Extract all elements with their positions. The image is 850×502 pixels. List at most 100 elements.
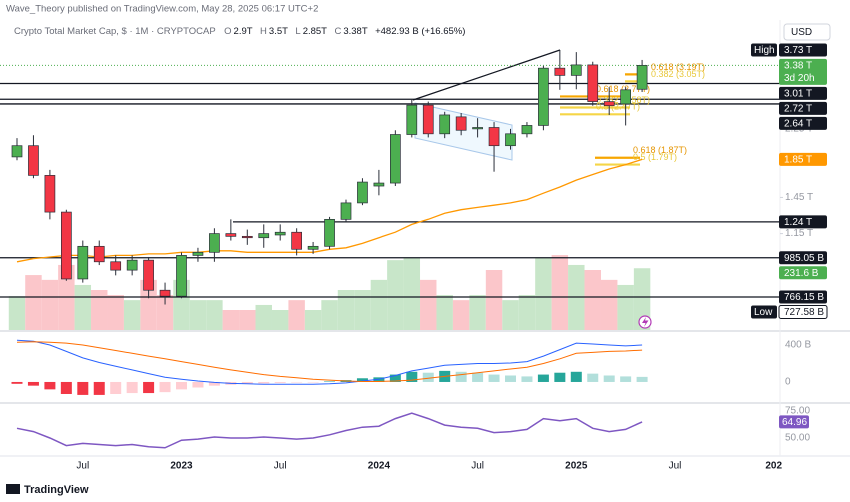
macd-histogram-bar [324,381,336,383]
candle-body [44,175,56,213]
ohlc-key: C [334,26,341,37]
x-tick-label: Jul [274,461,287,472]
candle-body [225,233,237,237]
candle-body [11,145,23,158]
candle-body [110,261,122,271]
price-badge [778,304,828,319]
fib-label: 0.618 (2.77T) [596,84,650,94]
volume-bar [600,279,618,330]
candle-body [455,116,467,131]
fib-label: 0.618 (3.19T) [651,62,705,72]
candle-body [324,218,335,247]
macd-histogram-bar [27,381,39,386]
badge-layer: Jul2023Jul2024Jul2025Jul2022.25 T1.45 T1… [76,43,828,472]
candle-body [176,255,187,297]
price-badge [779,251,827,265]
macd-histogram-bar [422,372,434,382]
price-badge-label: 3.01 T [784,89,812,100]
ohlc-value: 2.9T [234,26,253,37]
ohlc-key: L [295,26,300,37]
publisher: Wave_Theory published on TradingView.com… [6,4,318,15]
volume-bar [239,310,256,330]
candle-body [554,67,566,76]
logo-mark [6,484,20,494]
x-tick-label: Jul [471,461,484,472]
volume-bar [140,279,157,330]
event-icon-bolt [642,317,649,327]
candle-body [60,211,72,280]
macd-histogram-bar [176,381,187,390]
rsi-tick-label: 75.00 [785,406,810,417]
macd-histogram-bar [143,381,155,394]
volume-bar [222,310,240,330]
volume-bar [255,304,272,330]
price-badge [779,58,827,85]
macd-histogram-bar [44,381,56,390]
macd-histogram-bar [521,376,533,382]
volume-bar [107,295,124,330]
candle-body [192,251,204,256]
signal-line [16,341,643,382]
trend-line [412,49,561,101]
brand: TradingView [24,484,89,496]
macd-histogram-bar [570,371,582,382]
price-badge-label: 3.38 T [784,61,812,72]
candle-body [406,104,418,135]
currency-button[interactable] [783,23,831,41]
candle-body [241,235,253,239]
macd-histogram-bar [110,381,122,394]
macd-line [16,339,643,385]
marker-tag-label: Low [754,307,773,318]
macd-histogram-bar [77,381,89,395]
macd-histogram-bar [636,376,648,382]
macd-histogram-bar [11,381,23,384]
price-badge [779,215,827,229]
x-tick-label: 2023 [170,461,193,472]
price-badge [779,290,827,304]
volume-bar [206,300,223,330]
volume-bar [271,310,289,330]
candle-body [603,101,615,107]
legend-header: Crypto Total Market Cap, $ · 1M · CRYPTO… [14,26,465,37]
countdown: 3d 20h [784,73,815,84]
rsi-badge-label: 64.96 [782,417,807,428]
candle-body [422,104,434,135]
macd-histogram-bar [472,372,484,382]
macd-histogram-bar [505,375,516,382]
candle-body [209,233,220,253]
price-badge [779,152,827,166]
candle-body [620,89,632,105]
candle-body [93,245,105,263]
macd-histogram-bar [455,371,467,382]
candle-body [570,64,582,76]
price-badge-label: 1.85 T [784,155,812,166]
macd-histogram-bar [406,371,418,382]
volume-bar [288,300,305,330]
x-tick-label: 2025 [565,461,588,472]
currency[interactable]: USD [791,27,812,38]
macd-histogram-bar [274,381,286,383]
volume-bar [91,290,108,330]
candle-body [77,245,89,280]
candle-body [390,134,401,184]
macd-tick-label: 400 B [785,340,811,351]
price-badge [779,86,827,100]
macd-histogram-bar [93,381,105,395]
rsi-tick-label: 50.00 [785,433,810,444]
ohlc-key: H [260,26,267,37]
macd-histogram-bar [620,376,632,382]
candle-body [538,67,549,126]
volume-bar [502,300,519,330]
fib-label: 0.382 (3.05T) [651,69,705,79]
rsi-line [16,412,643,449]
volume-bar [25,275,42,330]
x-tick-label: 2024 [368,461,391,472]
candle-body [258,233,270,239]
fib-label: 0.5 (1.79T) [633,152,677,162]
volume-bar [420,279,437,330]
macd-histogram-bar [307,381,319,383]
macd-histogram-bar [192,381,204,388]
candle-body [505,133,516,147]
candle-body [159,289,171,297]
ma-line [16,158,643,263]
